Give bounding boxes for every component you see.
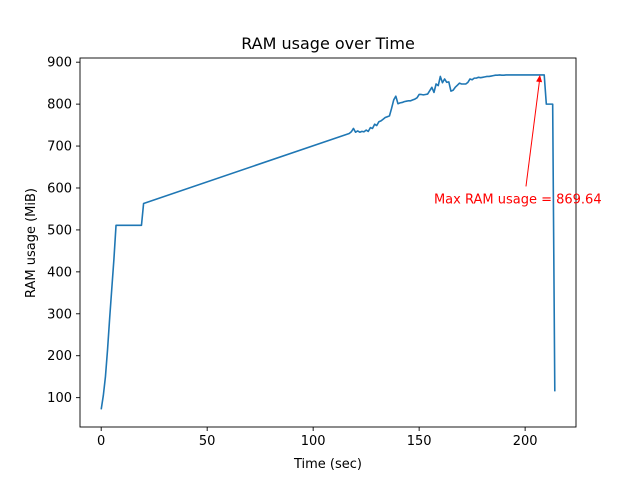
y-axis-ticks: 100 200 300 400 500 600 700 800 900 — [47, 56, 80, 406]
x-tick-label: 200 — [513, 434, 538, 449]
annotation-arrow-shaft — [525, 76, 541, 187]
y-tick-label: 300 — [47, 307, 72, 322]
annotation-arrow-head — [536, 74, 543, 83]
y-tick-label: 100 — [47, 391, 72, 406]
x-axis-label: Time (sec) — [293, 457, 362, 472]
y-tick-label: 200 — [47, 349, 72, 364]
y-tick-label: 500 — [47, 223, 72, 238]
chart-title: RAM usage over Time — [241, 34, 415, 53]
y-tick-label: 600 — [47, 181, 72, 196]
series-line — [100, 74, 556, 410]
max-annotation: Max RAM usage = 869.64 — [434, 74, 602, 207]
y-tick-label: 400 — [47, 265, 72, 280]
x-tick-label: 150 — [407, 434, 432, 449]
x-tick-label: 0 — [97, 434, 105, 449]
x-axis-ticks: 0 50 100 150 200 — [97, 427, 538, 449]
plot-area — [79, 57, 577, 428]
y-tick-label: 800 — [47, 98, 72, 113]
y-tick-label: 900 — [47, 56, 72, 71]
x-tick-label: 100 — [301, 434, 326, 449]
x-tick-label: 50 — [199, 434, 216, 449]
annotation-text: Max RAM usage = 869.64 — [434, 192, 602, 207]
axes-frame — [79, 57, 577, 428]
y-axis-label: RAM usage (MiB) — [24, 188, 39, 298]
y-tick-label: 700 — [47, 140, 72, 155]
